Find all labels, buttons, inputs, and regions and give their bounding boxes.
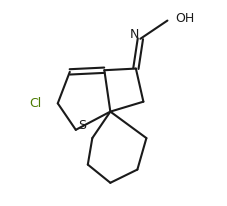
Text: N: N xyxy=(130,28,139,41)
Text: S: S xyxy=(78,119,86,132)
Text: OH: OH xyxy=(176,12,195,25)
Text: Cl: Cl xyxy=(29,97,41,110)
